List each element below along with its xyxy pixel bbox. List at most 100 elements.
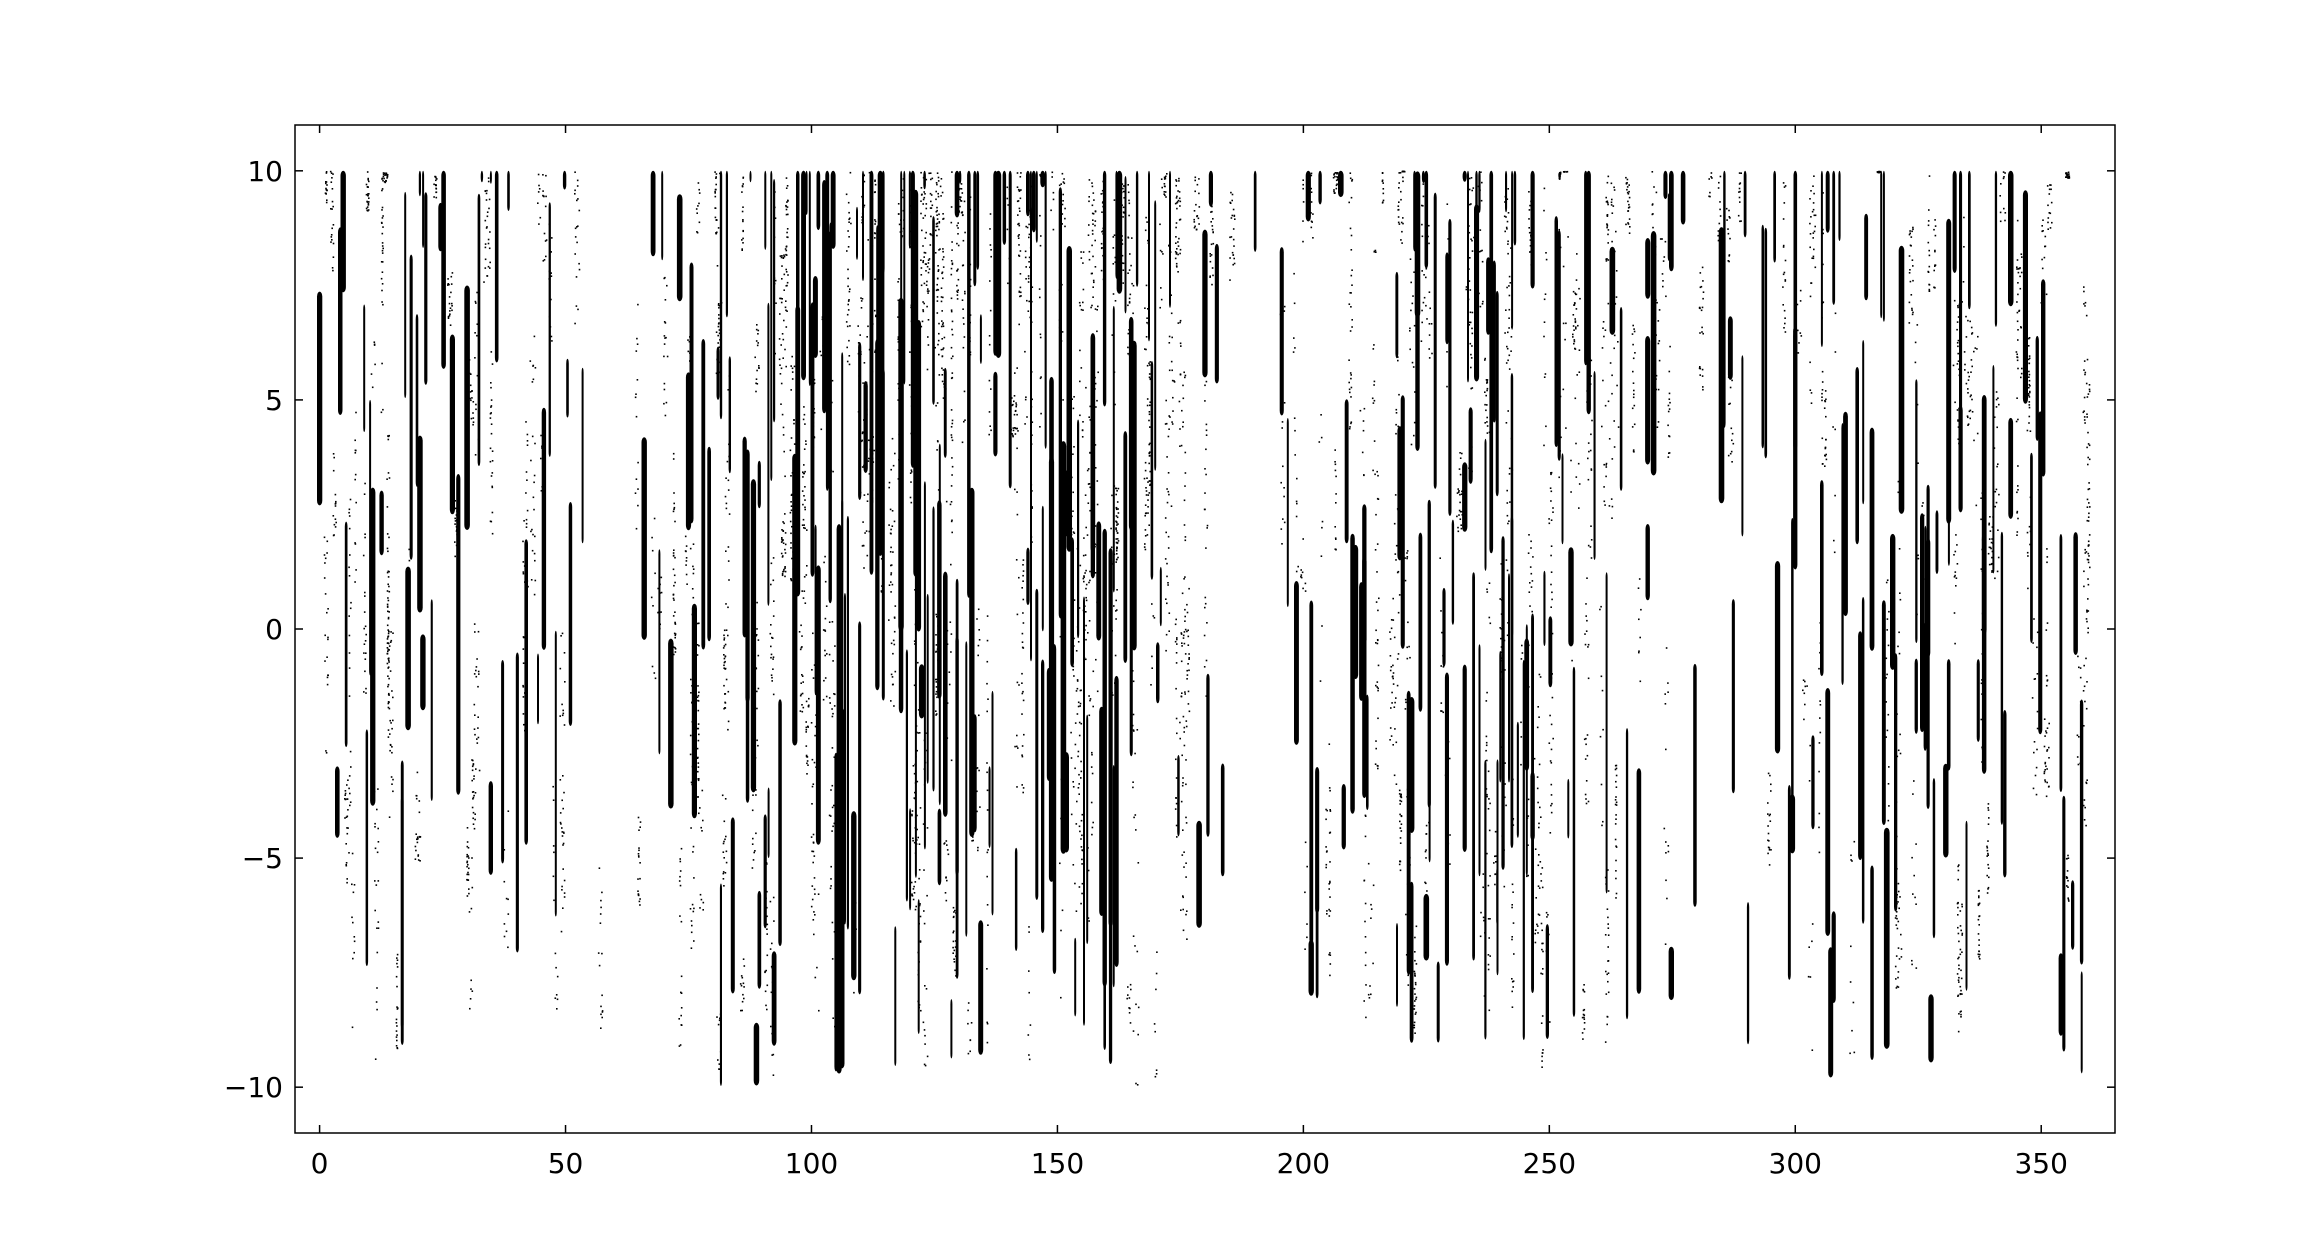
data-point [467, 408, 470, 410]
data-point [910, 469, 913, 471]
data-point [373, 341, 376, 343]
data-point [1028, 236, 1030, 239]
data-point [559, 667, 562, 670]
data-point [1461, 510, 1463, 513]
data-point [1052, 228, 1055, 231]
data-point [1372, 402, 1375, 404]
data-point [723, 667, 725, 669]
data-point [533, 474, 536, 477]
data-point [908, 170, 911, 249]
data-point [1232, 254, 1234, 256]
data-point [562, 709, 564, 712]
data-point [920, 187, 923, 189]
data-point [388, 585, 390, 588]
data-point [374, 363, 376, 366]
data-point [1398, 187, 1400, 189]
data-point [1204, 602, 1207, 605]
data-point [1408, 877, 1411, 879]
data-point [922, 823, 925, 825]
data-point [1505, 202, 1507, 204]
data-point [941, 338, 943, 340]
data-point [1118, 183, 1120, 185]
data-point [1558, 228, 1560, 231]
data-point [755, 390, 757, 393]
data-point [1304, 590, 1307, 592]
data-point [942, 213, 944, 215]
data-point [1155, 988, 1157, 991]
data-point [950, 520, 953, 523]
data-point [340, 170, 346, 293]
data-point [1487, 963, 1490, 966]
data-point [1336, 176, 1338, 178]
data-point [561, 835, 564, 837]
data-point [861, 431, 864, 433]
data-point [1421, 223, 1423, 226]
data-point [474, 631, 476, 633]
data-point [1092, 286, 1094, 288]
data-point [726, 460, 729, 463]
data-point [1169, 416, 1171, 418]
data-point [538, 188, 541, 190]
data-point [486, 226, 488, 228]
data-point [1094, 525, 1097, 527]
data-point [814, 725, 817, 728]
data-point [601, 994, 603, 997]
data-point [1182, 829, 1184, 831]
data-point [1607, 175, 1610, 178]
data-point [577, 198, 579, 200]
data-point [441, 170, 446, 369]
data-point [741, 249, 743, 251]
data-point [1408, 898, 1410, 900]
data-point [367, 194, 369, 197]
data-point [1166, 575, 1168, 578]
data-point [781, 255, 783, 257]
data-point [764, 971, 766, 974]
data-point [936, 615, 938, 618]
data-point [348, 511, 350, 514]
data-point [717, 358, 720, 360]
data-point [756, 690, 758, 693]
data-point [373, 790, 376, 793]
data-point [1567, 778, 1570, 839]
data-point [1174, 640, 1177, 643]
data-point [1344, 399, 1349, 544]
data-point [1370, 993, 1372, 996]
data-point [1484, 759, 1487, 1040]
data-point [466, 873, 468, 876]
data-point [1428, 224, 1430, 227]
data-point [1542, 1049, 1544, 1051]
data-point [1511, 978, 1513, 980]
data-point [1178, 191, 1181, 193]
data-point [973, 170, 977, 287]
data-point [1426, 318, 1428, 320]
data-point [913, 885, 915, 888]
data-point [1350, 396, 1352, 398]
data-point [849, 288, 851, 290]
data-point [471, 779, 473, 782]
data-point [1329, 974, 1331, 977]
data-point [1146, 317, 1148, 319]
data-point [954, 946, 957, 948]
data-point [1029, 266, 1031, 269]
data-point [1504, 332, 1506, 334]
data-point [1184, 485, 1186, 487]
data-point [1405, 701, 1407, 704]
data-point [1572, 325, 1575, 327]
data-point [963, 200, 966, 203]
data-point [471, 397, 473, 399]
data-point [391, 783, 393, 785]
data-point [1530, 586, 1533, 588]
data-point [1575, 279, 1578, 281]
data-point [1601, 689, 1604, 692]
data-point [324, 634, 326, 637]
data-point [891, 510, 894, 512]
data-point [389, 744, 392, 746]
data-point [972, 801, 974, 803]
data-point [1392, 672, 1395, 674]
data-point [1077, 755, 1079, 758]
data-point [1602, 327, 1604, 329]
data-point [1012, 403, 1014, 406]
data-point [376, 851, 379, 854]
data-point [1587, 457, 1589, 460]
data-point [1030, 484, 1033, 486]
